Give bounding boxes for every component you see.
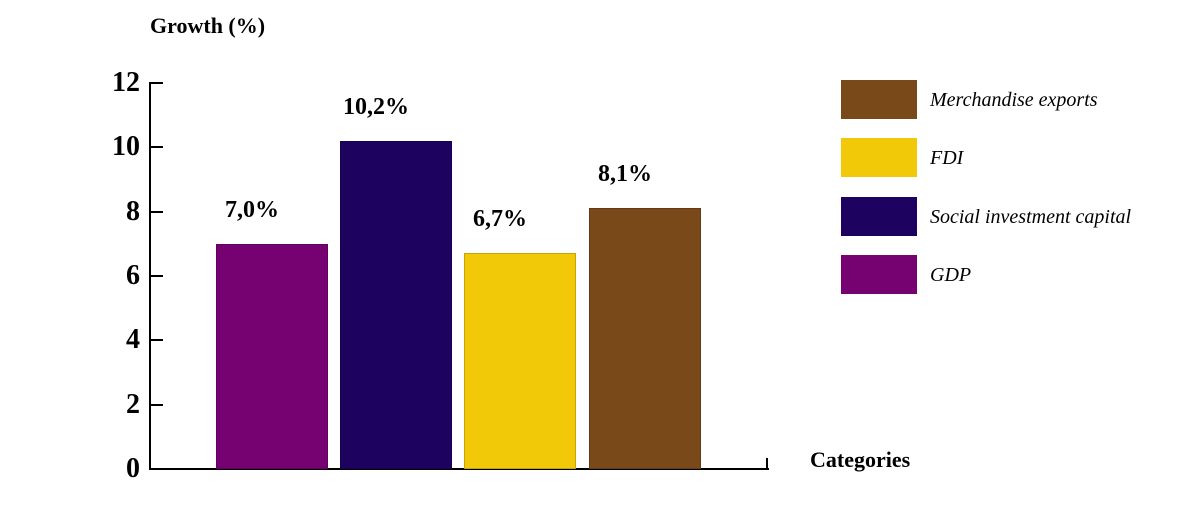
bar-value-label-social-investment-capital: 10,2% (343, 93, 409, 120)
bar-value-label-merchandise-exports: 8,1% (598, 161, 652, 188)
y-tick-label-12: 12 (112, 67, 140, 98)
bar-fdi (464, 253, 576, 469)
y-tick-label-6: 6 (126, 260, 140, 291)
y-axis-title: Growth (%) (150, 13, 266, 38)
y-tick-mark-6 (150, 275, 163, 277)
bar-social-investment-capital (340, 140, 452, 469)
x-axis-line (149, 468, 769, 470)
y-tick-mark-12 (150, 82, 163, 84)
legend-label-gdp: GDP (930, 263, 972, 286)
legend-label-social-investment-capital: Social investment capital (930, 205, 1132, 228)
y-tick-label-2: 2 (126, 388, 140, 420)
y-tick-label-8: 8 (126, 195, 140, 227)
legend-label-merchandise-exports: Merchandise exports (930, 89, 1098, 111)
y-tick-mark-4 (150, 339, 163, 342)
bar-gdp (216, 243, 328, 469)
bar-value-label-gdp: 7,0% (225, 196, 279, 223)
bar-value-label-fdi: 6,7% (473, 206, 527, 233)
bar-merchandise-exports (589, 208, 701, 469)
y-tick-label-0: 0 (126, 453, 140, 484)
x-axis-title: Categories (810, 447, 911, 472)
y-tick-mark-8 (150, 210, 163, 213)
legend-swatch-merchandise-exports (841, 80, 917, 119)
legend-label-fdi: FDI (930, 147, 964, 170)
legend-swatch-fdi (841, 138, 917, 178)
y-tick-label-4: 4 (126, 324, 140, 356)
y-tick-mark-10 (150, 146, 163, 149)
y-tick-label-10: 10 (112, 131, 140, 163)
y-tick-mark-2 (150, 403, 163, 406)
legend-swatch-gdp (841, 254, 917, 294)
x-axis-end-tick (766, 458, 768, 470)
legend-swatch-social-investment-capital (841, 196, 917, 236)
